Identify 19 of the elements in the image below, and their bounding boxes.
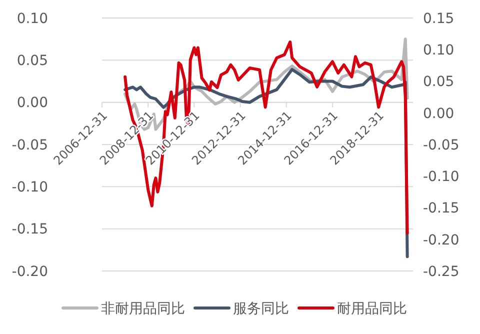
- legend-label: 耐用品同比: [337, 300, 407, 317]
- y2-tick-label: -0.10: [423, 169, 460, 186]
- y2-tick-label: 0.05: [423, 74, 454, 90]
- y-tick-label: 0.00: [16, 95, 48, 112]
- legend-label: 非耐用品同比: [101, 300, 185, 317]
- y-tick-label: 0.10: [16, 10, 48, 27]
- y2-tick-label: 0.10: [423, 42, 454, 59]
- y-tick-label: -0.15: [12, 222, 48, 238]
- y2-tick-label: 0.15: [423, 10, 454, 27]
- y2-tick-label: -0.15: [423, 200, 460, 217]
- y-tick-label: 0.05: [16, 53, 48, 70]
- y-tick-label: -0.20: [12, 264, 48, 280]
- y2-tick-label: 0.00: [423, 106, 454, 122]
- y2-tick-label: -0.25: [423, 264, 460, 280]
- y-tick-label: -0.10: [12, 180, 48, 196]
- y2-tick-label: -0.20: [423, 232, 460, 248]
- y-tick-label: -0.05: [12, 137, 48, 154]
- y2-tick-label: -0.05: [423, 137, 460, 154]
- legend-label: 服务同比: [233, 300, 289, 317]
